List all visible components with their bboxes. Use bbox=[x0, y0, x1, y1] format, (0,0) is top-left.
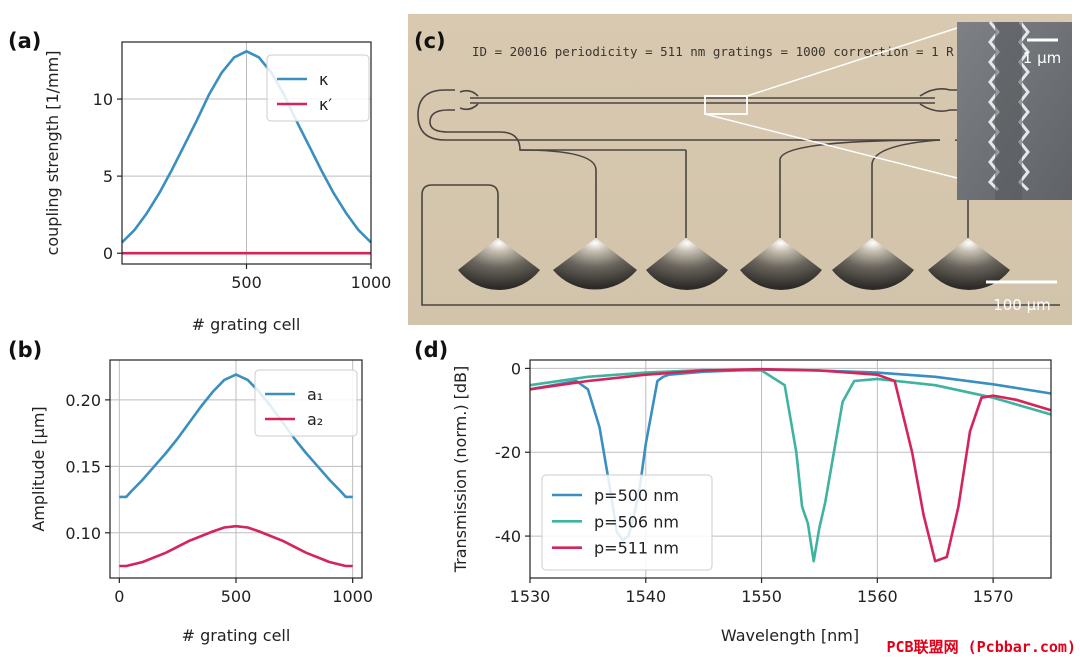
panel-b-x-tick-label: 0 bbox=[114, 587, 124, 606]
panel-d-axes-frame bbox=[529, 359, 1052, 579]
panel-c-microscope-image: (c) ID = 20016 periodicity = 511 nm grat… bbox=[408, 14, 1072, 325]
sem-waveguide-core bbox=[995, 22, 1022, 200]
grating-coupler-1 bbox=[458, 238, 540, 291]
panel-a-x-axis-label: # grating cell bbox=[192, 315, 301, 334]
panel-d-x-tick-label: 1560 bbox=[857, 587, 898, 606]
panel-a-x-tick-label: 500 bbox=[231, 273, 262, 292]
panel-a-x-tick-label: 1000 bbox=[351, 273, 392, 292]
panel-b-legend-box bbox=[254, 369, 358, 437]
grating-coupler-pads bbox=[458, 238, 1010, 291]
panel-b-y-axis-label: Amplitude [μm] bbox=[29, 406, 48, 531]
zoom-connector-upper bbox=[746, 27, 958, 97]
panel-d-y-tick-label: 0 bbox=[511, 359, 521, 378]
panel-b-y-tick-label: 0.10 bbox=[65, 524, 101, 543]
grating-coupler-5 bbox=[832, 238, 914, 291]
panel-b-legend-label-1: a₁ bbox=[307, 385, 323, 404]
panel-d-transmission-chart: (d) 1530 1540 1550 1560 1570 -40 -20 0 Waveleng… bbox=[414, 338, 1052, 645]
panel-d-series-line-3 bbox=[529, 367, 1052, 563]
panel-a-legend-label-2: κ′ bbox=[319, 95, 332, 114]
watermark-text: PCB联盟网 (Pcbbar.com) bbox=[887, 638, 1077, 656]
panel-a-legend-label-1: κ bbox=[319, 70, 329, 89]
panel-a-legend-box bbox=[266, 54, 370, 122]
sample-label-text: ID = 20016 periodicity = 511 nm gratings… bbox=[472, 44, 954, 59]
panel-d-x-tick-label: 1530 bbox=[510, 587, 551, 606]
panel-a-y-tick-label: 5 bbox=[103, 167, 113, 186]
panel-b-x-axis-label: # grating cell bbox=[182, 626, 291, 645]
panel-a-coupling-strength-chart: (a) 500 1000 0 5 10 # grating cell coupling … bbox=[8, 29, 391, 334]
panel-b-series-line-2 bbox=[119, 524, 353, 568]
panel-b-y-tick-label: 0.20 bbox=[65, 391, 101, 410]
grating-coupler-3 bbox=[646, 238, 728, 291]
grating-coupler-6 bbox=[928, 238, 1010, 291]
panel-d-y-tick-label: -40 bbox=[495, 527, 521, 546]
panel-d-x-tick-label: 1570 bbox=[973, 587, 1014, 606]
panel-b-legend: a₁ a₂ bbox=[254, 369, 358, 437]
zoom-region-box bbox=[704, 95, 748, 115]
panel-b-y-tick-label: 0.15 bbox=[65, 457, 101, 476]
panel-d-x-tick-label: 1550 bbox=[741, 587, 782, 606]
panel-d-legend-box bbox=[541, 474, 713, 571]
main-scale-label: 100 μm bbox=[993, 296, 1051, 314]
grating-coupler-4 bbox=[740, 238, 822, 291]
panel-a-letter: (a) bbox=[8, 29, 41, 53]
panel-d-legend-label-1: p=500 nm bbox=[594, 486, 679, 505]
panel-d-x-axis-label: Wavelength [nm] bbox=[721, 626, 859, 645]
panel-d-legend-label-2: p=506 nm bbox=[594, 512, 679, 531]
panel-a-y-axis-label: coupling strength [1/mm] bbox=[43, 51, 62, 256]
panel-b-series-line-1 bbox=[119, 373, 353, 499]
panel-a-legend: κ κ′ bbox=[266, 54, 370, 122]
grating-coupler-2 bbox=[553, 238, 637, 290]
panel-d-x-tick-label: 1540 bbox=[625, 587, 666, 606]
panel-d-letter: (d) bbox=[414, 338, 448, 362]
panel-c-letter: (c) bbox=[414, 29, 446, 53]
panel-b-x-tick-label: 1000 bbox=[332, 587, 373, 606]
panel-a-y-tick-label: 0 bbox=[103, 244, 113, 263]
zoom-connector-lower bbox=[704, 113, 958, 179]
panel-b-x-tick-label: 500 bbox=[221, 587, 252, 606]
sem-inset: 1 μm bbox=[957, 21, 1072, 200]
panel-b-legend-label-2: a₂ bbox=[307, 410, 323, 429]
panel-d-legend: p=500 nm p=506 nm p=511 nm bbox=[541, 474, 713, 571]
panel-a-series-line-1 bbox=[121, 50, 372, 244]
inset-scale-label: 1 μm bbox=[1023, 49, 1061, 67]
panel-d-legend-label-3: p=511 nm bbox=[594, 539, 679, 558]
panel-d-y-tick-label: -20 bbox=[495, 443, 521, 462]
panel-a-y-tick-label: 10 bbox=[93, 90, 113, 109]
panel-d-y-axis-label: Transmission (norm.) [dB] bbox=[451, 366, 470, 574]
panel-b-letter: (b) bbox=[8, 338, 42, 362]
